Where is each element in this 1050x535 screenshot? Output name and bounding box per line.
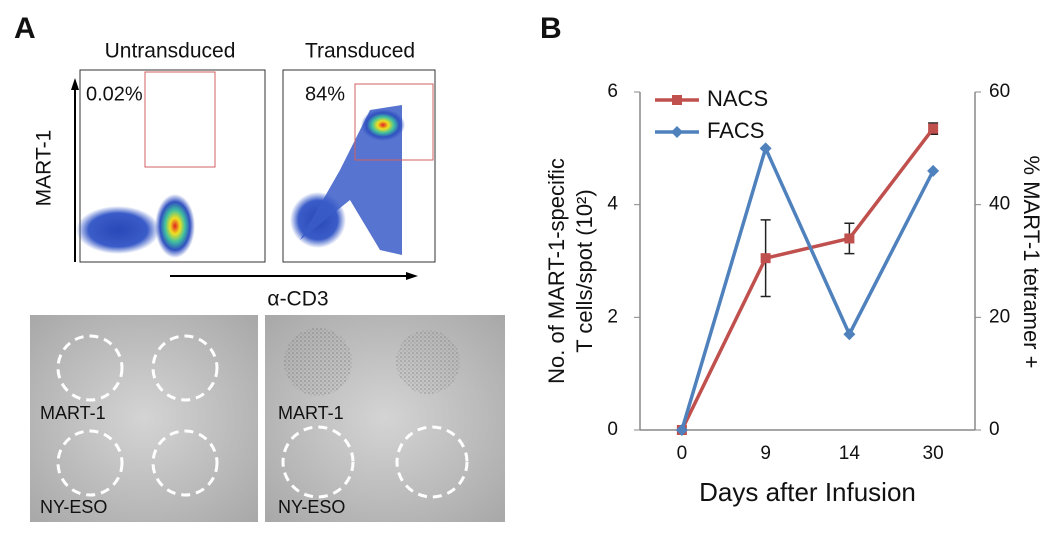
flow-population [361,109,405,141]
y2-tick-label: 60 [989,81,1010,102]
x-tick-label: 30 [923,443,944,464]
y2-tick-label: 20 [989,306,1010,327]
y-tick-label: 6 [607,81,618,102]
y-tick-label: 2 [607,306,618,327]
x-tick-label: 14 [839,443,861,464]
y-tick-label: 0 [607,419,618,440]
flow-population [300,105,402,255]
gate-percent: 84% [305,83,345,105]
arrow-head [71,78,79,90]
well-label: MART-1 [40,403,106,423]
arrow-head [406,272,418,280]
well-plate [30,315,258,522]
y-axis-label: T cells/spot (10²) [572,189,597,352]
marker [675,424,688,436]
flow-population [155,194,195,258]
well [151,334,219,402]
flow-x-label: α-CD3 [267,288,328,311]
legend-label: FACS [707,118,764,143]
y-axis-label: No. of MART-1-specific [544,158,569,384]
x-tick-label: 0 [677,443,688,464]
well-label: NY-ESO [40,497,107,517]
gate [354,83,434,161]
x-tick-label: 9 [760,443,771,464]
marker [844,233,855,244]
well [56,429,124,497]
marker [928,123,939,134]
flow-title: Transduced [305,40,415,63]
well-spots [396,330,460,394]
well-label: MART-1 [278,403,344,423]
well [151,429,219,497]
well [395,425,469,499]
elispot: MART-1 NY-ESO MART-1 NY-ESO [30,315,505,522]
marker [671,126,683,138]
panel-label: A [14,12,36,45]
marker [759,142,772,155]
series-line [680,143,935,431]
gate-percent: 0.02% [86,83,143,105]
flow-population [76,206,160,254]
y2-tick-label: 0 [989,419,1000,440]
y2-tick-label: 40 [989,194,1010,215]
well [56,334,124,402]
y-tick-label: 4 [607,194,618,215]
gate [144,71,216,168]
flow-y-label: MART-1 [33,130,56,207]
well [281,425,355,499]
flow-plots: Untransduced Transduced 0.02% 84% MART-1… [33,40,436,311]
x-axis-label: Days after Infusion [699,477,916,507]
well-spots [284,328,352,396]
series-line [680,127,935,431]
marker [672,95,682,105]
marker [843,328,856,341]
well-label: NY-ESO [278,497,345,517]
marker [760,253,771,264]
legend-label: NACS [707,86,768,111]
flow-title: Untransduced [105,40,236,63]
y2-axis-label: % MART-1 tetramer + [1019,156,1044,369]
panel-label: B [540,12,562,45]
marker [927,164,940,177]
